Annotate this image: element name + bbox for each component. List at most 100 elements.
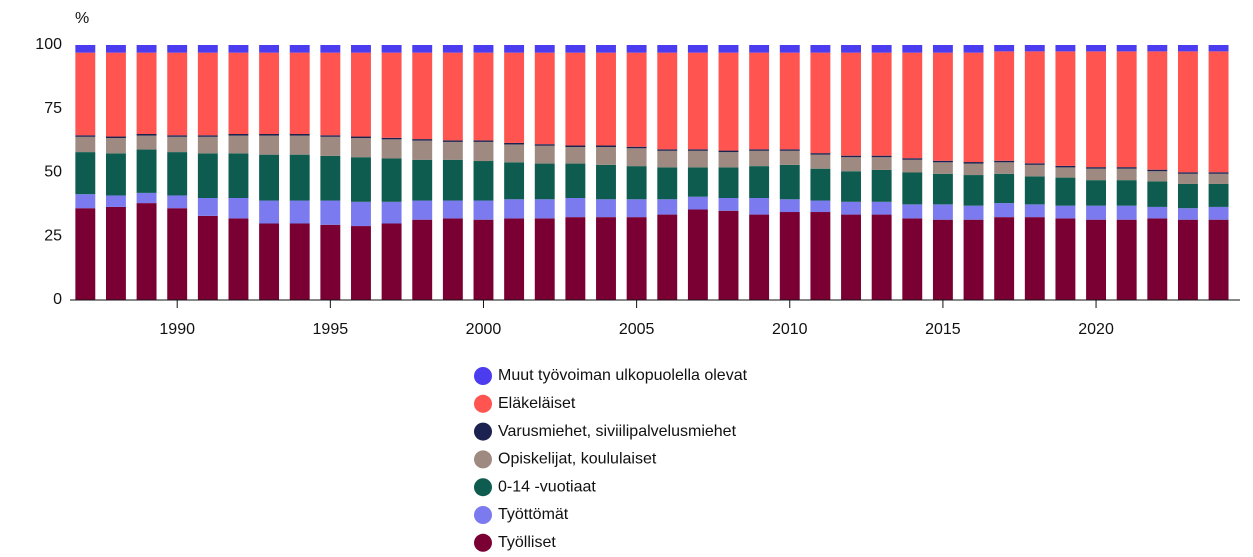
bar-segment [932,52,953,161]
bar-segment [596,145,616,147]
x-tick-label: 2015 [925,321,961,338]
bar-segment [259,135,280,155]
bar-segment [657,214,678,300]
bar-segment [932,219,953,300]
bar-segment [871,155,892,158]
y-tick-label: 100 [35,36,62,53]
bar-segment [473,45,494,53]
bar-segment [351,52,371,137]
x-tick-label: 2000 [466,321,502,338]
bar-segment [1147,51,1168,170]
bar-segment [994,45,1015,52]
bar-segment [841,155,861,158]
bar-segment [1116,219,1137,300]
bar-segment [504,142,525,145]
bar-segment [1116,51,1137,168]
bar-segment [596,199,616,218]
bar-segment [779,212,800,300]
bar-segment [442,159,463,201]
bar-segment [871,201,892,215]
bar-segment [1055,218,1076,300]
bar-segment [381,139,402,159]
bar-segment [1086,51,1107,168]
bar-segment [1147,45,1168,52]
bar-segment [1055,45,1076,52]
bar-segment [749,166,770,198]
bar-segment [351,136,371,139]
bar-segment [534,45,555,53]
bar-segment [167,52,188,136]
bar-segment [412,219,433,300]
bar-segment [289,135,310,155]
bar-segment [504,52,525,143]
bar-segment [534,145,555,164]
bar-segment [320,200,341,225]
bar-segment [779,52,800,150]
bar-segment [902,172,923,205]
bar-segment [565,52,586,146]
bar-segment [136,45,157,53]
bar-segment [810,200,831,213]
bar-segment [657,150,678,168]
bar-segment [473,141,494,162]
bar-segment [534,163,555,200]
bar-segment [473,161,494,201]
bar-segment [963,162,984,164]
bar-segment [718,150,739,153]
bar-segment [1086,219,1107,300]
bar-segment [1116,180,1137,206]
bar-segment [963,163,984,176]
bar-segment [75,135,96,137]
bar-segment [626,45,647,53]
bar-segment [289,200,310,224]
bar-segment [749,45,770,53]
bar-segment [1024,45,1045,52]
bar-segment [351,138,371,158]
y-tick-label: 25 [44,227,62,244]
bar-segment [228,218,249,300]
bar-segment [1177,172,1198,174]
bar-segment [718,52,739,151]
bar-segment [994,173,1015,204]
bar-segment [1147,218,1168,300]
x-tick-label: 2020 [1078,321,1114,338]
bar-segment [136,135,157,150]
bar-segment [381,45,402,53]
bar-segment [1055,167,1076,178]
bar-segment [932,204,953,220]
bar-segment [687,52,708,150]
legend-marker [474,478,492,497]
bar-segment [1024,164,1045,177]
bar-segment [1024,51,1045,164]
bar-segment [841,171,861,202]
bar-segment [473,200,494,220]
bar-segment [75,52,96,136]
x-tick-label: 1990 [159,321,195,338]
bar-segment [320,155,341,201]
bar-segment [1086,45,1107,52]
bar-segment [105,45,126,53]
bar-segment [1147,206,1168,219]
bar-segment [841,157,861,172]
bar-segment [596,164,616,200]
bar-segment [442,141,463,160]
bar-segment [442,45,463,53]
bar-segment [504,199,525,219]
bar-segment [565,145,586,147]
bar-segment [259,200,280,224]
x-tick-label: 2005 [619,321,655,338]
bar-segment [749,149,770,151]
legend-marker [474,367,492,385]
bar-segment [1116,45,1137,52]
bar-segment [687,167,708,197]
bar-segment [105,206,126,300]
bar-segment [228,133,249,136]
bar-segment [197,52,218,136]
legend-label: Työttömät [498,506,569,523]
bar-segment [228,153,249,198]
bar-segment [718,45,739,53]
bar-segment [687,149,708,151]
bar-segment [596,45,616,53]
bar-segment [749,52,770,150]
bar-segment [810,52,831,154]
